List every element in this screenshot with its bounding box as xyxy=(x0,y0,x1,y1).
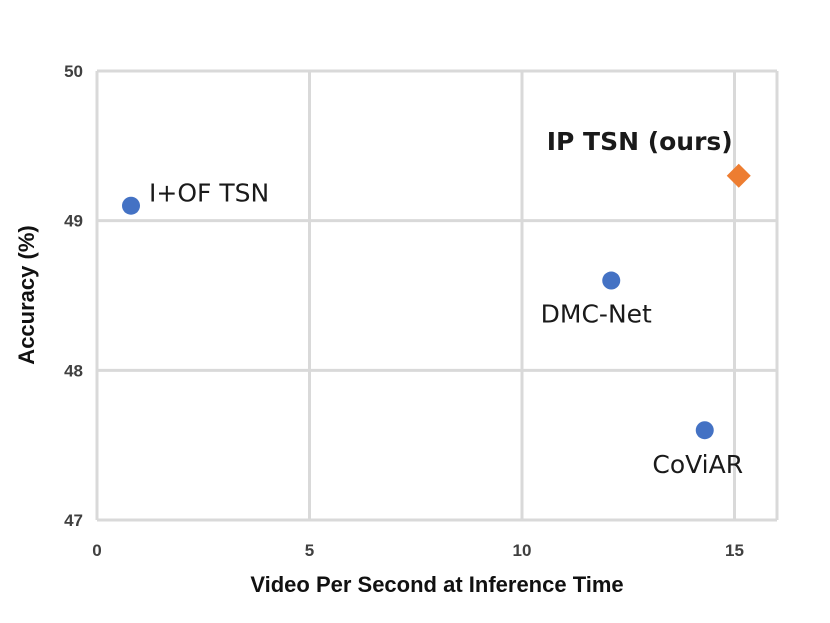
y-tick-label: 49 xyxy=(64,212,83,231)
data-point-circle xyxy=(602,271,621,290)
x-tick-label: 5 xyxy=(305,541,314,560)
data-points xyxy=(122,163,751,440)
y-tick-label: 50 xyxy=(64,62,83,81)
data-point-circle xyxy=(122,196,140,215)
y-tick-label: 48 xyxy=(64,361,83,380)
x-tick-label: 0 xyxy=(92,541,101,560)
point-label: I+OF TSN xyxy=(149,179,269,208)
x-tick-label: 15 xyxy=(725,541,744,560)
y-axis-title: Accuracy (%) xyxy=(14,225,39,364)
data-point-diamond xyxy=(726,163,751,188)
point-label: CoViAR xyxy=(652,450,743,479)
x-tick-label: 10 xyxy=(513,541,532,560)
tick-labels: 47 48 49 50 0 5 10 15 xyxy=(64,62,744,560)
data-point-circle xyxy=(695,421,714,440)
y-tick-label: 47 xyxy=(64,511,83,530)
point-label: DMC-Net xyxy=(541,300,652,329)
grid-lines xyxy=(95,69,779,522)
point-labels: I+OF TSN DMC-Net CoViAR IP TSN (ours) xyxy=(149,127,743,479)
x-axis-title: Video Per Second at Inference Time xyxy=(250,572,623,597)
point-label: IP TSN (ours) xyxy=(547,127,733,156)
